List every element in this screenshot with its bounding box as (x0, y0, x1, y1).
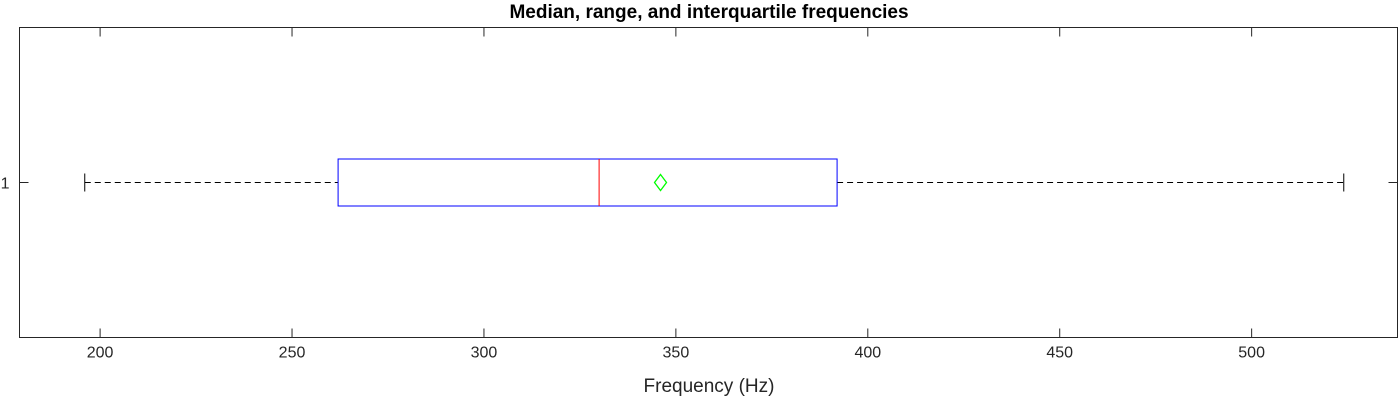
chart-title: Median, range, and interquartile frequen… (509, 2, 908, 23)
x-tick-label: 500 (1238, 345, 1265, 362)
y-tick-label: 1 (1, 176, 10, 193)
box-item (84, 158, 1345, 207)
y-axis-ticks: 1 (1, 176, 1398, 193)
x-tick-label: 400 (854, 345, 881, 362)
x-tick-label: 350 (663, 345, 690, 362)
x-tick-label: 250 (279, 345, 306, 362)
x-tick-label: 200 (87, 345, 114, 362)
mean-marker (653, 173, 668, 192)
x-axis-label: Frequency (Hz) (644, 376, 775, 397)
x-tick-label: 300 (471, 345, 498, 362)
interquartile-box (337, 158, 838, 207)
box-series (84, 158, 1345, 207)
x-tick-label: 450 (1046, 345, 1073, 362)
x-axis-ticks: 200 250 300 350 400 450 500 (87, 27, 1265, 362)
